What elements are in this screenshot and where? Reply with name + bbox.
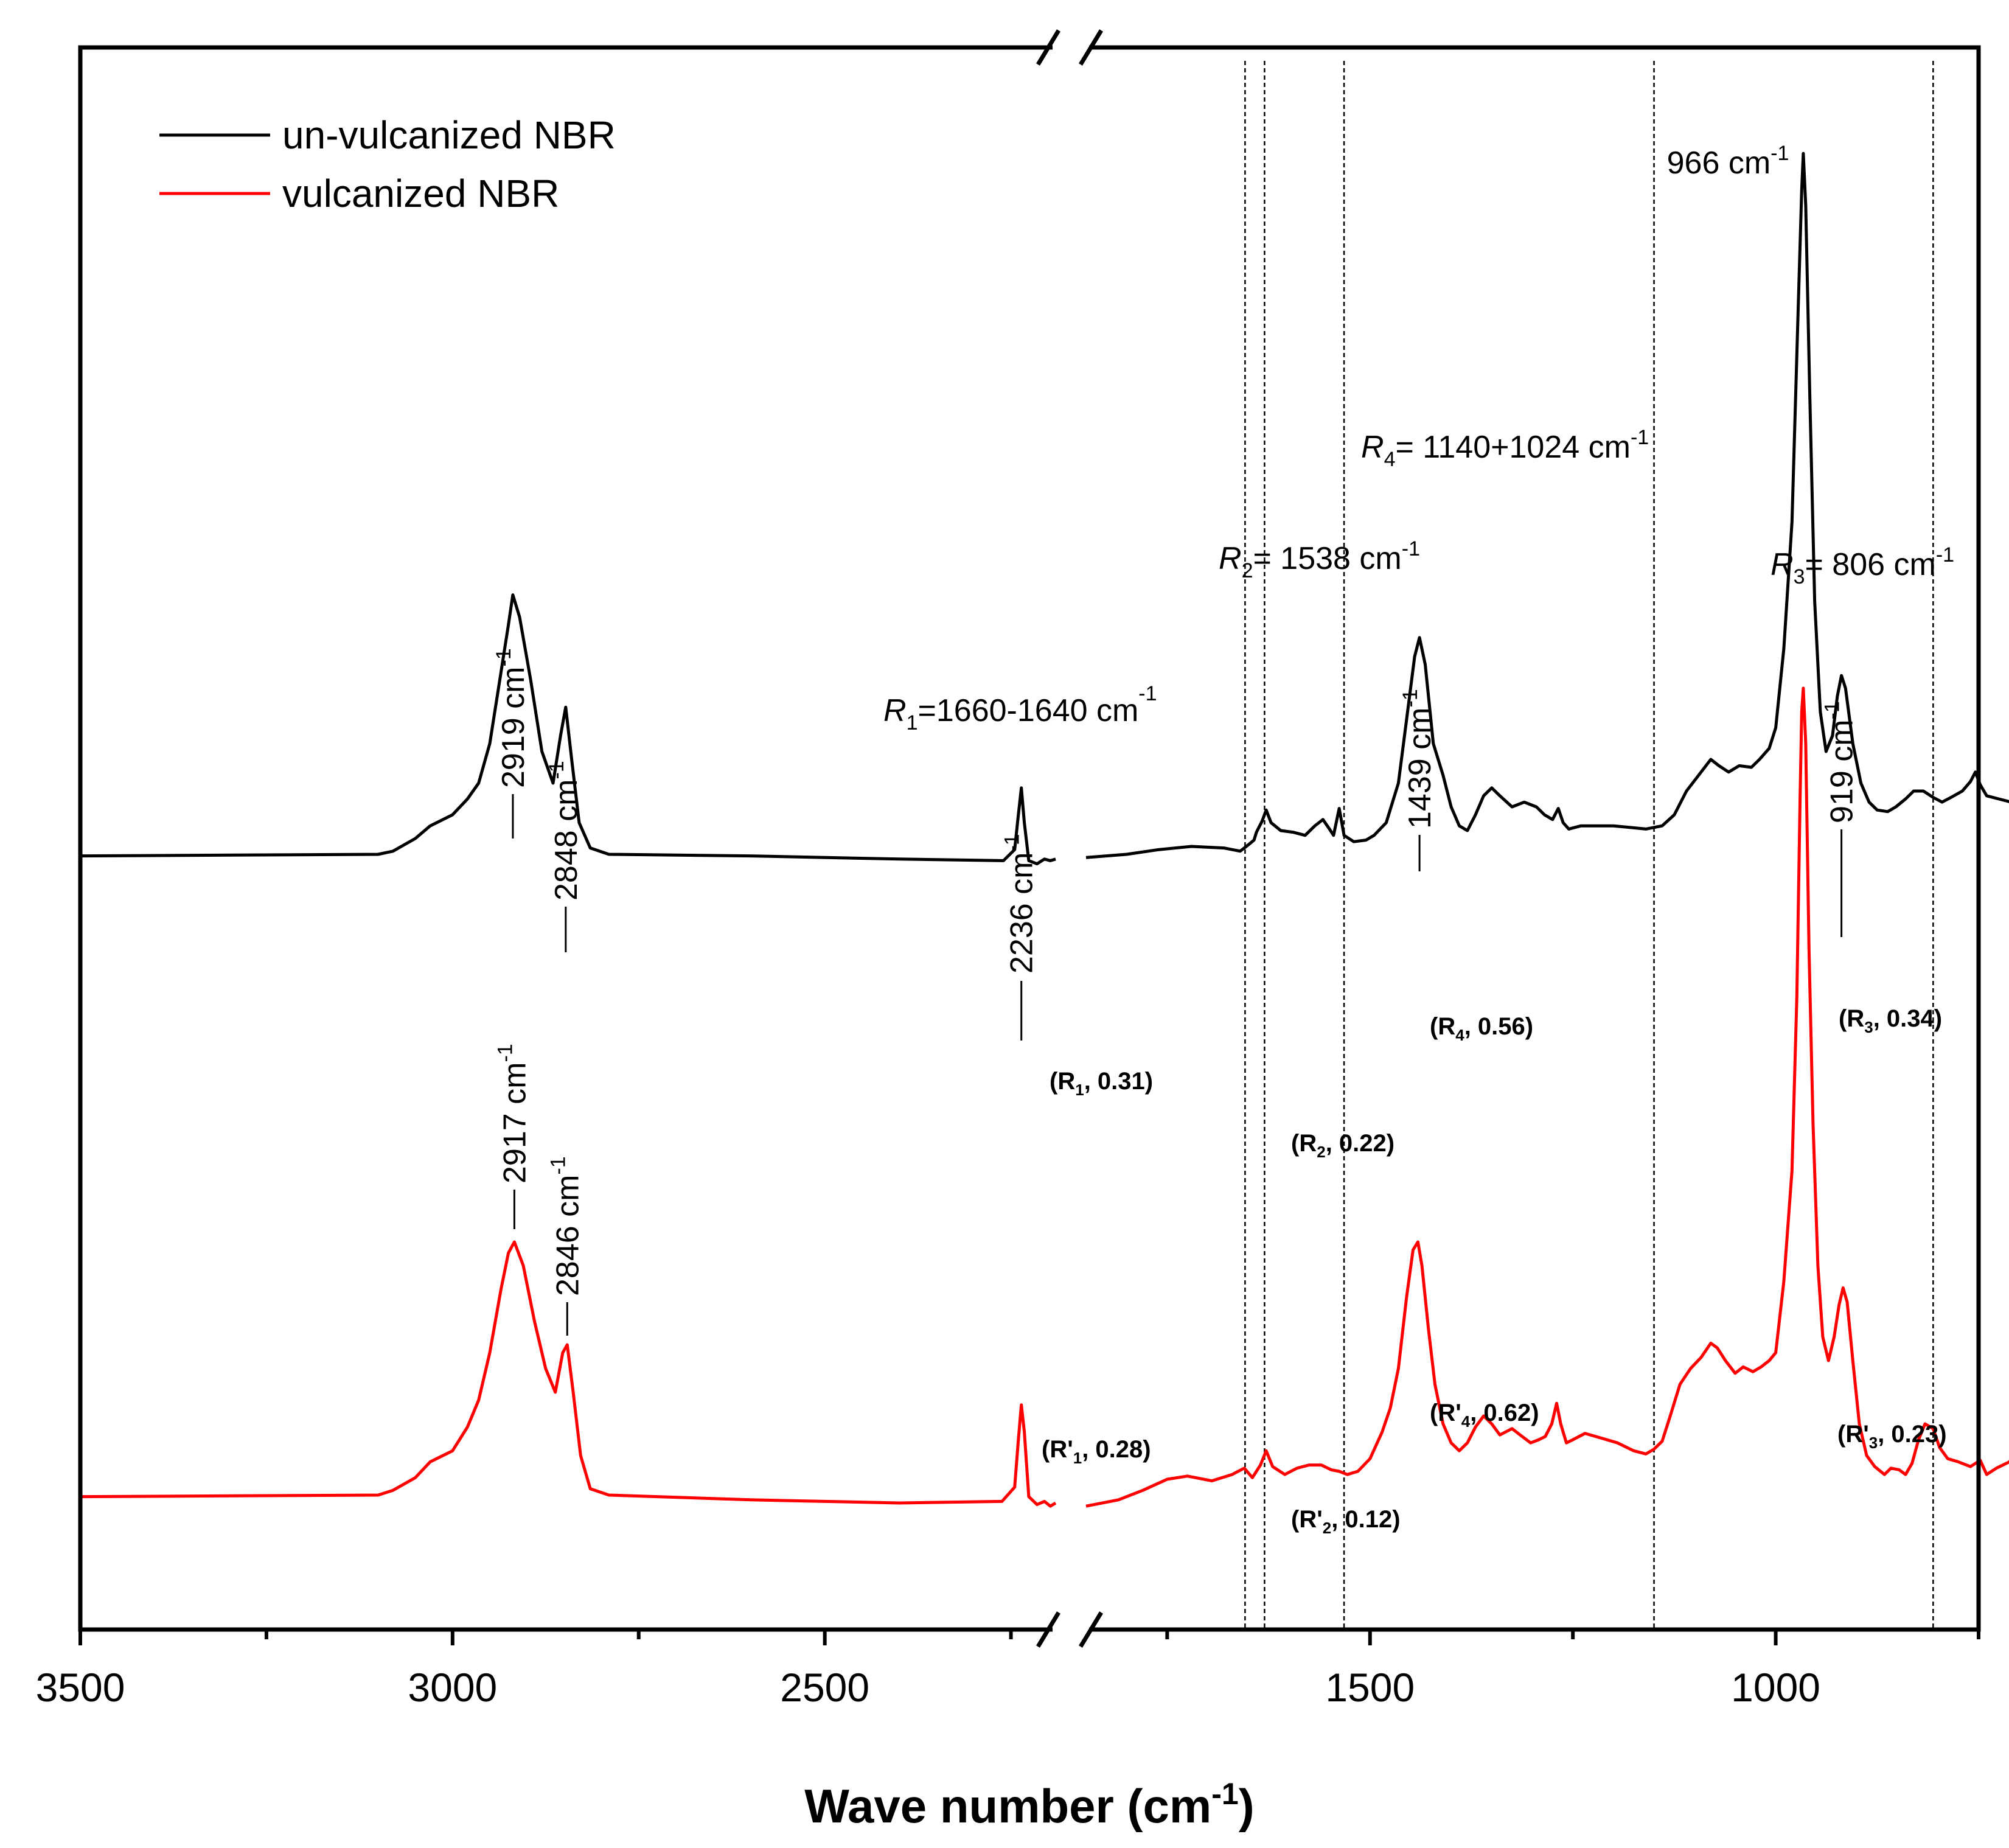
ratio-label-r2: (R2, 0.22)	[1291, 1130, 1394, 1161]
reference-lines	[1244, 61, 1934, 1630]
peak-leader-lines	[512, 794, 1843, 1336]
axis-break-marks	[1036, 29, 1103, 1648]
region-label-r3: R3= 806 cm-1	[1770, 543, 1954, 588]
legend-label-vulcanized: vulcanized NBR	[282, 172, 559, 215]
series-line-unvulcanized-seg0	[80, 593, 1056, 866]
peak-label-2917: 2917 cm-1	[493, 1044, 532, 1184]
ratio-label-r3-prime: (R'3, 0.23)	[1837, 1421, 1947, 1452]
peak-label-2919: 2919 cm-1	[492, 648, 531, 788]
ratio-label-r3: (R3, 0.34)	[1839, 1005, 1942, 1036]
plot-frame	[78, 45, 1981, 1632]
peak-label-966: 966 cm-1	[1667, 142, 1789, 181]
legend: un-vulcanized NBR vulcanized NBR	[159, 113, 616, 215]
ratio-label-r2-prime: (R'2, 0.12)	[1291, 1506, 1401, 1537]
ratio-label-r4: (R4, 0.56)	[1430, 1013, 1533, 1044]
tick-label-3000: 3000	[408, 1665, 497, 1710]
axis-break-slash-bottom-1	[1036, 1611, 1060, 1648]
legend-label-unvulcanized: un-vulcanized NBR	[282, 113, 616, 157]
peak-label-2848: 2848 cm-1	[545, 761, 584, 901]
tick-label-1500: 1500	[1325, 1665, 1415, 1710]
peak-label-1439: 1439 cm-1	[1399, 689, 1438, 829]
ratio-labels: (R1, 0.31) (R2, 0.22) (R4, 0.56) (R3, 0.…	[1042, 1005, 1947, 1537]
axis-break-slash-top-1	[1036, 29, 1060, 66]
ratio-label-r1: (R1, 0.31)	[1050, 1068, 1153, 1099]
peak-label-2236: 2236 cm-1	[1001, 834, 1040, 974]
region-label-r2: R2= 1538 cm-1	[1219, 537, 1420, 582]
peak-labels: 2919 cm-1 2848 cm-1 2236 cm-1 1439 cm-1 …	[492, 648, 1860, 1296]
series-line-vulcanized-seg0	[80, 1240, 1057, 1508]
tick-label-2500: 2500	[780, 1665, 869, 1710]
ratio-label-r4-prime: (R'4, 0.62)	[1430, 1400, 1539, 1431]
series-line-vulcanized-seg1	[1085, 686, 2009, 1508]
x-axis-tick-labels: 3500 3000 2500 1500 1000	[36, 1665, 1820, 1710]
series-line-unvulcanized-seg1	[1085, 152, 2009, 859]
tick-label-3500: 3500	[36, 1665, 125, 1710]
peak-label-2846: 2846 cm-1	[546, 1156, 585, 1296]
region-label-r4: R4= 1140+1024 cm-1	[1361, 426, 1649, 471]
tick-label-1000: 1000	[1731, 1665, 1820, 1710]
peak-label-919: 919 cm-1	[1821, 701, 1860, 823]
axis-break-slash-bottom-2	[1079, 1611, 1103, 1648]
region-label-r1: R1=1660-1640 cm-1	[883, 682, 1157, 734]
x-axis-ticks	[78, 1630, 1980, 1645]
axis-break-slash-top-2	[1079, 29, 1103, 66]
x-axis-title: Wave number (cm-1)	[804, 1777, 1254, 1833]
ratio-label-r1-prime: (R'1, 0.28)	[1042, 1436, 1151, 1467]
series-layer	[80, 152, 2009, 1508]
